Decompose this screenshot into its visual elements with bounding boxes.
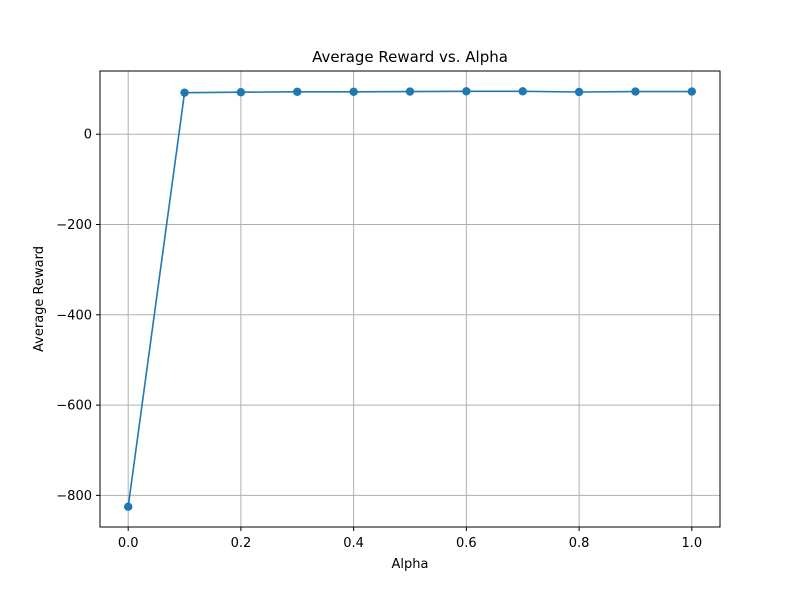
data-point-marker bbox=[518, 87, 527, 96]
data-point-marker bbox=[123, 502, 133, 511]
data-point-marker bbox=[293, 87, 302, 96]
x-tick-label: 0.8 bbox=[569, 536, 590, 551]
data-point-marker bbox=[462, 87, 471, 96]
plot-frame bbox=[99, 70, 721, 528]
y-tick-label: −400 bbox=[56, 308, 92, 323]
series bbox=[123, 87, 697, 511]
x-tick-label: 0.2 bbox=[231, 536, 252, 551]
y-tick-label: −800 bbox=[56, 489, 92, 504]
data-point-marker bbox=[405, 87, 415, 96]
data-point-marker bbox=[574, 87, 584, 97]
y-tick-label: −200 bbox=[56, 218, 92, 233]
y-tick-label: 0 bbox=[84, 128, 92, 143]
y-axis-label: Average Reward bbox=[32, 246, 47, 352]
chart-title: Average Reward vs. Alpha bbox=[312, 48, 508, 66]
y-tick-label: −600 bbox=[56, 399, 92, 414]
data-point-marker bbox=[631, 87, 640, 96]
data-point-marker bbox=[180, 88, 189, 97]
data-point-marker bbox=[349, 87, 358, 96]
x-tick-label: 0.4 bbox=[343, 536, 364, 551]
x-tick-label: 1.0 bbox=[681, 536, 702, 551]
grid bbox=[100, 71, 720, 527]
x-tick-label: 0.6 bbox=[456, 536, 477, 551]
x-axis-label: Alpha bbox=[392, 557, 429, 572]
data-point-marker bbox=[687, 87, 697, 96]
x-tick-label: 0.0 bbox=[118, 536, 139, 551]
ticks: 0.0 0.2 0.4 0.6 0.8 1.0 0 −200 −400 −600 −800 bbox=[56, 128, 702, 551]
data-point-marker bbox=[236, 88, 246, 97]
